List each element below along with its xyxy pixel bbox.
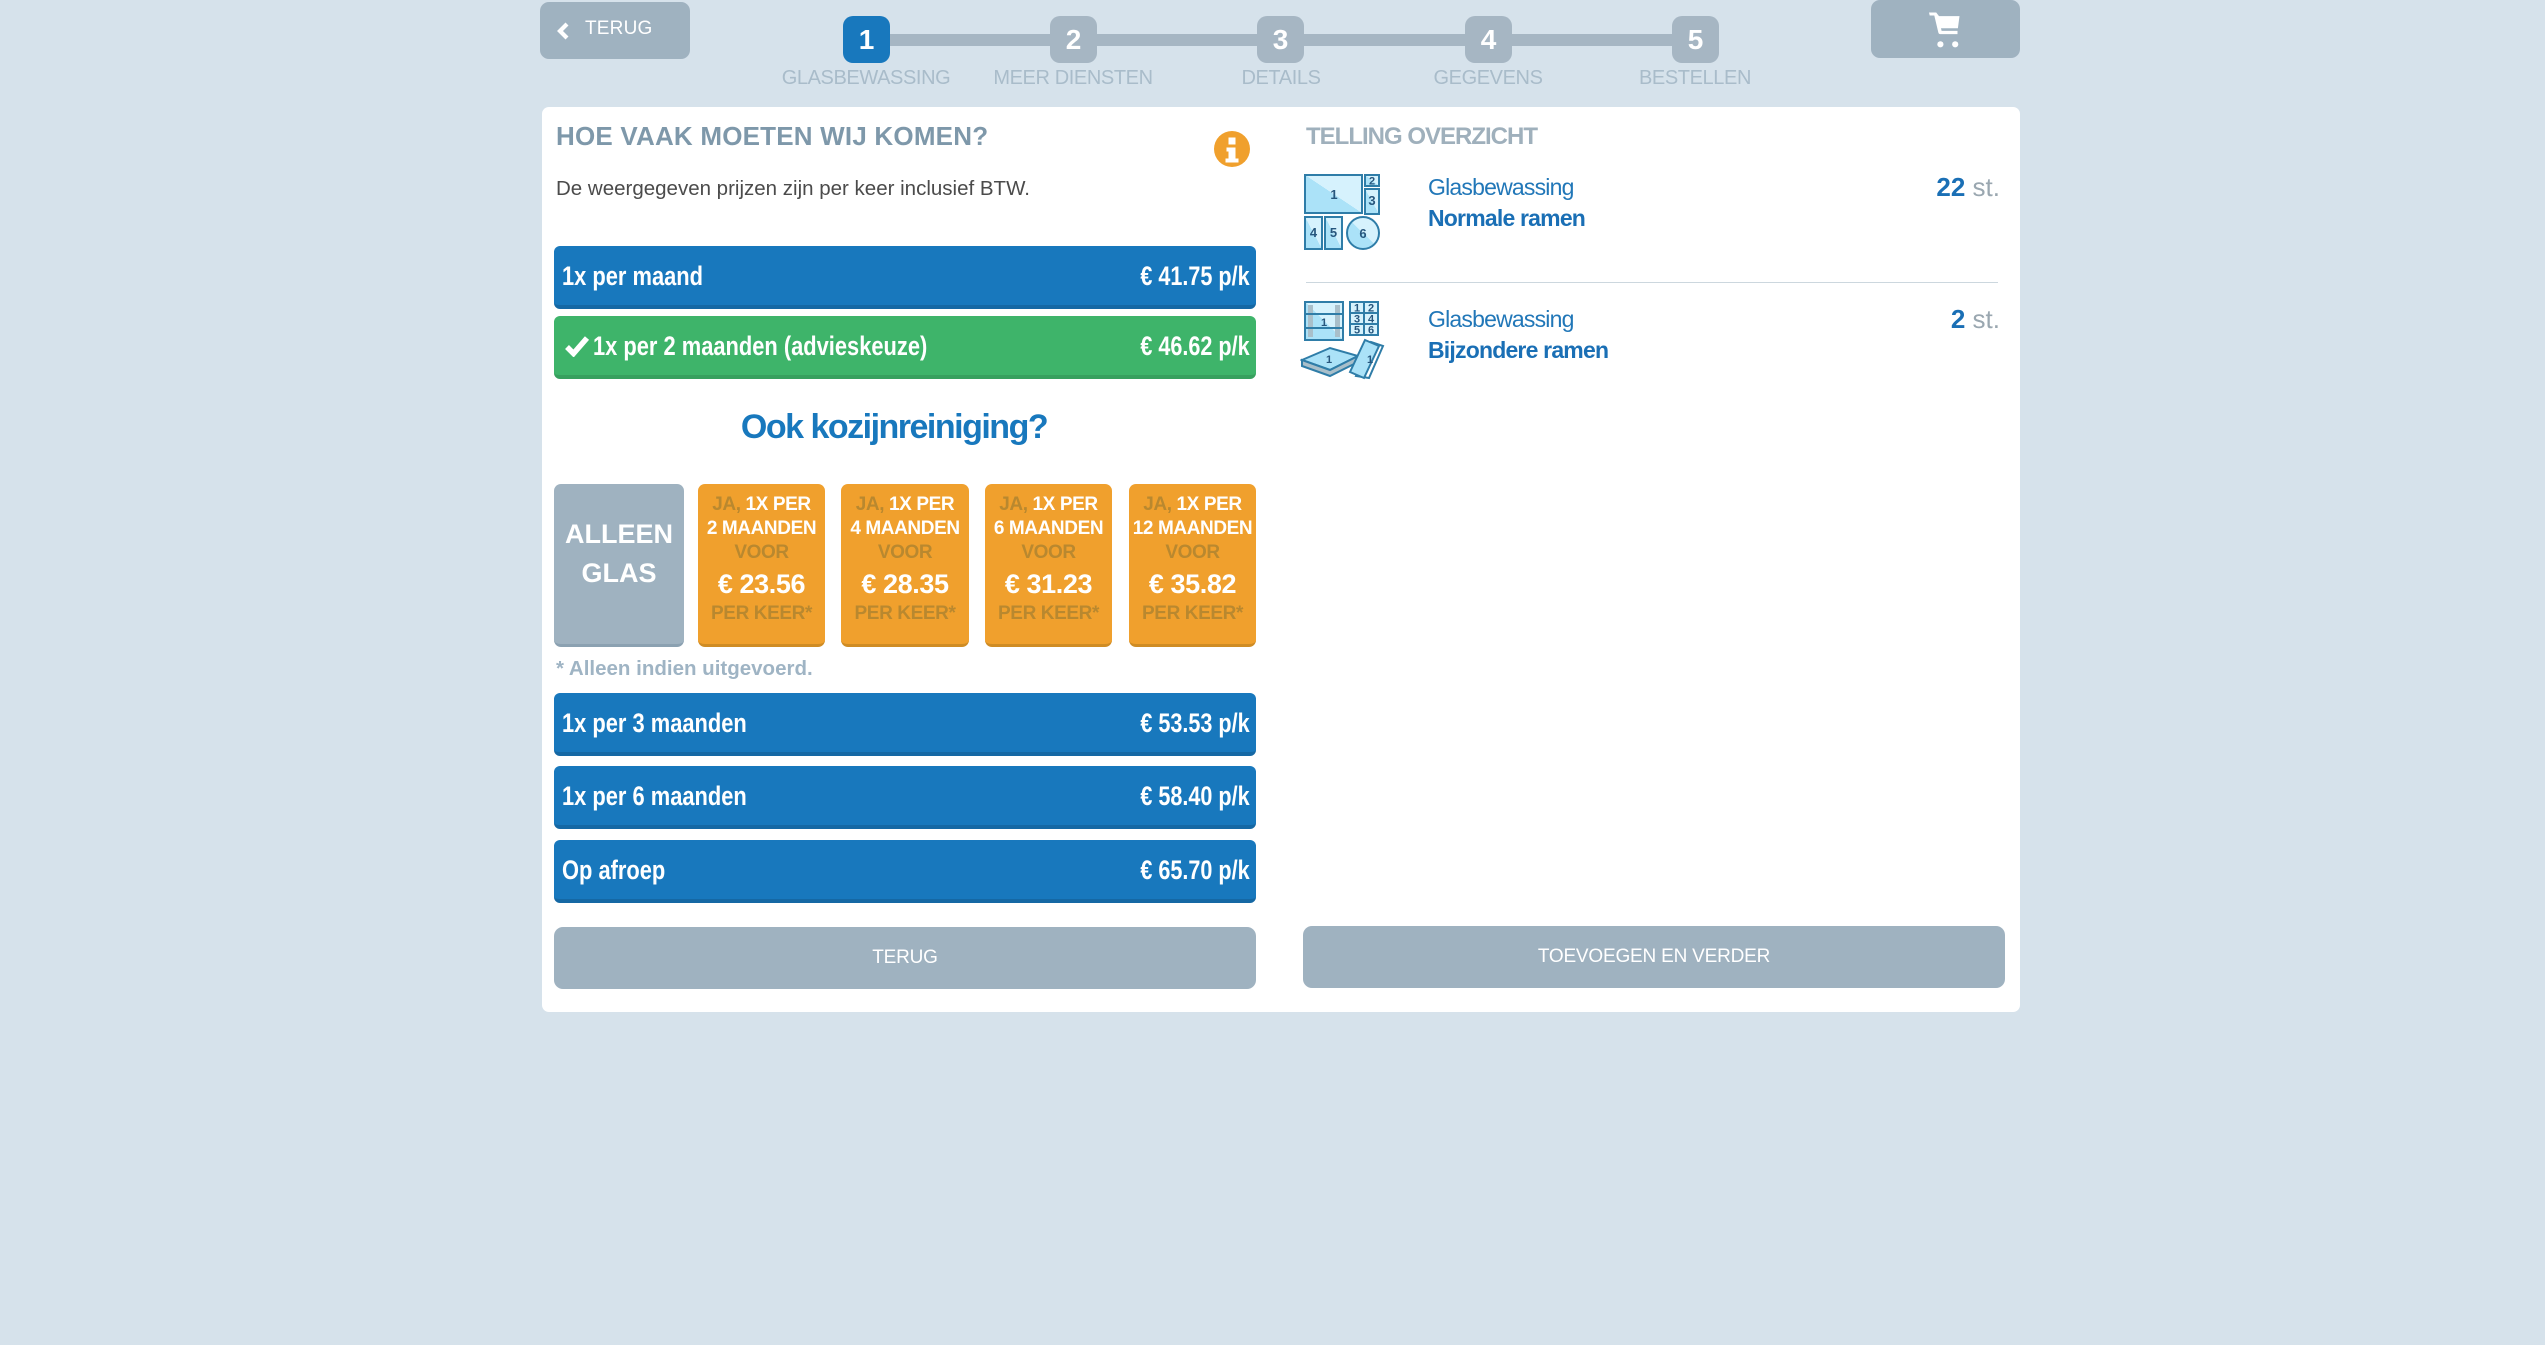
svg-text:4: 4 bbox=[1368, 314, 1375, 326]
svg-text:1: 1 bbox=[1326, 354, 1332, 366]
svg-text:1: 1 bbox=[1367, 354, 1373, 366]
svg-text:3: 3 bbox=[1354, 314, 1360, 326]
svg-text:1: 1 bbox=[1321, 317, 1327, 329]
svg-text:2: 2 bbox=[1368, 303, 1374, 315]
svg-text:1: 1 bbox=[1354, 303, 1360, 315]
svg-text:5: 5 bbox=[1354, 325, 1360, 337]
svg-text:1: 1 bbox=[1330, 187, 1337, 202]
svg-text:5: 5 bbox=[1330, 225, 1337, 240]
svg-text:2: 2 bbox=[1369, 176, 1375, 188]
svg-text:6: 6 bbox=[1359, 226, 1366, 241]
svg-text:4: 4 bbox=[1310, 225, 1318, 240]
svg-text:6: 6 bbox=[1368, 325, 1374, 337]
svg-text:3: 3 bbox=[1368, 193, 1375, 208]
